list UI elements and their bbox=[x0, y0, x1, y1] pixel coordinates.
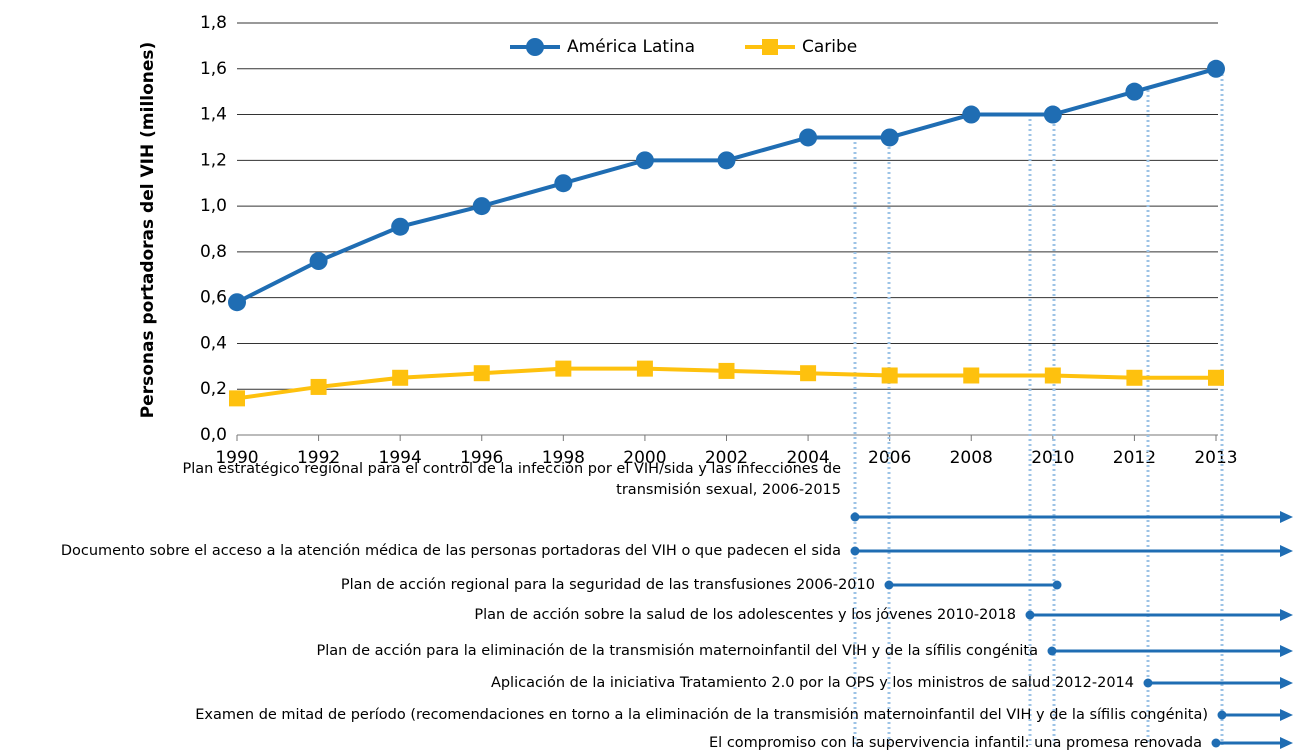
point bbox=[635, 151, 654, 170]
timeline-label: Plan de acción sobre la salud de los ado… bbox=[474, 607, 1016, 623]
point bbox=[310, 378, 327, 395]
point bbox=[473, 365, 490, 382]
point bbox=[555, 360, 572, 377]
point bbox=[800, 365, 817, 382]
y-tick-label: 0,8 bbox=[200, 242, 227, 262]
point bbox=[636, 360, 653, 377]
x-tick-label: 1994 bbox=[379, 448, 422, 468]
point bbox=[1043, 105, 1062, 124]
timeline-start bbox=[850, 546, 860, 556]
point bbox=[1125, 82, 1144, 101]
timeline-label: Plan de acción para la eliminación de la… bbox=[316, 643, 1038, 659]
x-tick-label: 2004 bbox=[786, 448, 829, 468]
point bbox=[229, 390, 245, 407]
point bbox=[392, 369, 409, 386]
timeline-label: Plan estratégico regional para el contro… bbox=[183, 461, 842, 477]
point bbox=[1207, 59, 1225, 78]
y-axis-title: Personas portadoras del VIH (millones) bbox=[138, 42, 158, 419]
y-tick-label: 0,4 bbox=[200, 333, 227, 353]
y-tick-label: 0,6 bbox=[200, 288, 227, 308]
timeline-label: Documento sobre el acceso a la atención … bbox=[61, 543, 841, 559]
y-tick-label: 1,0 bbox=[200, 196, 227, 216]
timeline-arrow bbox=[1280, 737, 1293, 749]
x-tick-label: 2008 bbox=[950, 448, 993, 468]
timeline-start bbox=[1217, 710, 1227, 720]
timeline-label: Examen de mitad de período (recomendacio… bbox=[195, 707, 1208, 723]
point bbox=[1044, 367, 1061, 384]
y-tick-label: 0,0 bbox=[200, 425, 227, 445]
point bbox=[554, 174, 573, 193]
timeline-start bbox=[1025, 610, 1035, 620]
timeline-label: Plan de acción regional para la segurida… bbox=[341, 577, 875, 593]
point bbox=[718, 362, 735, 379]
point bbox=[391, 217, 410, 236]
y-tick-label: 1,6 bbox=[200, 59, 227, 79]
point bbox=[1126, 369, 1143, 386]
x-tick-label: 1996 bbox=[460, 448, 503, 468]
point bbox=[717, 151, 736, 170]
series-line bbox=[236, 66, 1217, 305]
timeline-label: El compromiso con la supervivencia infan… bbox=[709, 735, 1202, 751]
legend-label: América Latina bbox=[567, 37, 695, 57]
y-tick-label: 1,4 bbox=[200, 105, 227, 125]
timeline-start bbox=[884, 580, 894, 590]
point bbox=[880, 128, 899, 147]
x-tick-label: 1990 bbox=[215, 448, 258, 468]
x-tick-label: 2013 bbox=[1194, 448, 1237, 468]
timeline-arrow bbox=[1280, 511, 1293, 523]
timeline-arrow bbox=[1280, 677, 1293, 689]
timeline-end bbox=[1052, 580, 1062, 590]
x-tick-label: 2002 bbox=[705, 448, 748, 468]
timeline-arrow bbox=[1280, 645, 1293, 657]
timeline-arrow bbox=[1280, 709, 1293, 721]
y-tick-label: 1,8 bbox=[200, 13, 227, 33]
timeline-start bbox=[1211, 738, 1221, 748]
point bbox=[1208, 369, 1224, 386]
legend-label: Caribe bbox=[802, 37, 857, 57]
x-tick-label: 1992 bbox=[297, 448, 340, 468]
x-tick-label: 1998 bbox=[542, 448, 585, 468]
point bbox=[228, 293, 246, 312]
timeline-arrow bbox=[1280, 545, 1293, 557]
point bbox=[963, 367, 980, 384]
point bbox=[799, 128, 818, 147]
point bbox=[762, 39, 778, 55]
timeline-label: Aplicación de la iniciativa Tratamiento … bbox=[491, 675, 1134, 691]
point bbox=[309, 252, 328, 271]
point bbox=[526, 38, 544, 56]
timeline-start bbox=[1143, 678, 1153, 688]
point bbox=[881, 367, 898, 384]
timeline-start bbox=[850, 512, 860, 522]
point bbox=[472, 197, 491, 216]
x-tick-label: 2000 bbox=[623, 448, 666, 468]
x-tick-label: 2012 bbox=[1113, 448, 1156, 468]
y-tick-label: 1,2 bbox=[200, 150, 227, 170]
point bbox=[962, 105, 981, 124]
y-tick-label: 0,2 bbox=[200, 379, 227, 399]
timeline-arrow bbox=[1280, 609, 1293, 621]
x-tick-label: 2010 bbox=[1031, 448, 1074, 468]
timeline-label: transmisión sexual, 2006-2015 bbox=[616, 482, 841, 498]
timeline-start bbox=[1047, 646, 1057, 656]
